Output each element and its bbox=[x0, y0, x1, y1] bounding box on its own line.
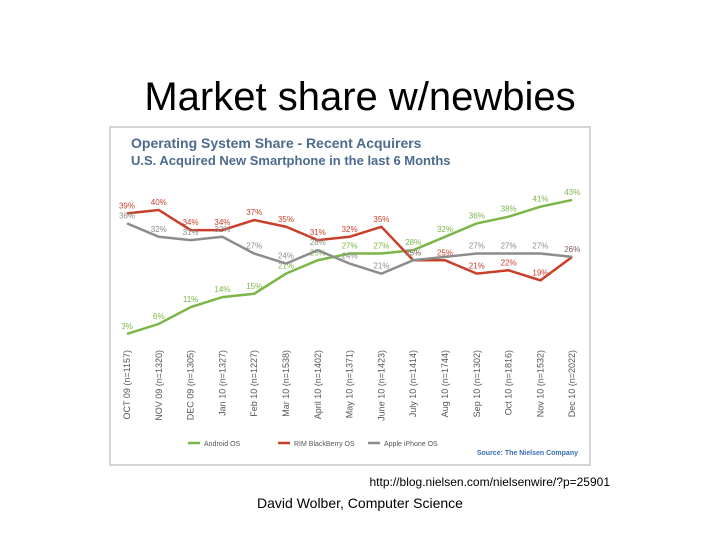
data-label: 39% bbox=[119, 201, 135, 210]
source-url: http://blog.nielsen.com/nielsenwire/?p=2… bbox=[370, 475, 611, 489]
data-label: 21% bbox=[373, 262, 389, 271]
x-tick-label: Nov 10 (n=1532) bbox=[535, 350, 545, 417]
x-tick-label: NOV 09 (n=1320) bbox=[154, 350, 164, 421]
data-label: 19% bbox=[532, 268, 548, 277]
data-label: 31% bbox=[183, 228, 199, 237]
x-tick-label: Jan 10 (n=1327) bbox=[217, 350, 227, 416]
x-tick-label: Oct 10 (n=1816) bbox=[504, 350, 514, 415]
data-label: 25% bbox=[437, 248, 453, 257]
chart-subtitle: U.S. Acquired New Smartphone in the last… bbox=[131, 153, 451, 168]
data-label: 14% bbox=[214, 285, 230, 294]
data-label: 11% bbox=[183, 295, 198, 304]
x-tick-label: June 10 (n=1423) bbox=[376, 350, 386, 421]
data-label: 36% bbox=[119, 211, 135, 220]
legend-label: Android OS bbox=[204, 441, 241, 448]
series-line bbox=[126, 198, 573, 336]
data-label: 27% bbox=[246, 242, 262, 251]
chart-source: Source: The Nielsen Company bbox=[477, 450, 578, 457]
data-label: 32% bbox=[437, 225, 453, 234]
data-label: 41% bbox=[532, 195, 548, 204]
data-label: 21% bbox=[278, 262, 294, 271]
data-label: 24% bbox=[278, 252, 294, 261]
data-label: 43% bbox=[564, 188, 580, 197]
data-label: 24% bbox=[342, 252, 358, 261]
legend-label: RIM BlackBerry OS bbox=[294, 441, 355, 448]
data-label: 34% bbox=[214, 218, 230, 227]
chart-frame bbox=[109, 126, 591, 466]
data-label: 25% bbox=[405, 248, 421, 257]
data-label: 34% bbox=[183, 218, 199, 227]
data-label: 38% bbox=[501, 205, 517, 214]
data-label: 25% bbox=[405, 248, 421, 257]
data-label: 27% bbox=[342, 242, 358, 251]
data-label: 22% bbox=[501, 258, 517, 267]
x-tick-label: May 10 (n=1371) bbox=[345, 350, 355, 418]
data-label: 32% bbox=[342, 225, 358, 234]
data-label: 27% bbox=[469, 242, 485, 251]
data-label: 26% bbox=[564, 245, 580, 254]
x-tick-label: OCT 09 (n=1157) bbox=[122, 350, 132, 419]
data-label: 27% bbox=[501, 242, 517, 251]
data-label: 36% bbox=[469, 211, 485, 220]
data-label: 27% bbox=[532, 242, 548, 251]
data-label: 35% bbox=[278, 215, 294, 224]
legend-label: Apple iPhone OS bbox=[384, 441, 438, 448]
x-tick-label: Mar 10 (n=1538) bbox=[281, 350, 291, 417]
x-tick-label: DEC 09 (n=1305) bbox=[186, 350, 196, 420]
chart-title: Operating System Share - Recent Acquirer… bbox=[131, 135, 422, 151]
slide-title: Market share w/newbies bbox=[144, 75, 575, 119]
footer: David Wolber, Computer Science bbox=[257, 495, 463, 511]
data-label: 32% bbox=[151, 225, 167, 234]
data-label: 40% bbox=[151, 198, 167, 207]
x-tick-label: Sep 10 (n=1302) bbox=[472, 350, 482, 417]
data-label: 28% bbox=[310, 238, 326, 247]
data-label: 27% bbox=[373, 242, 389, 251]
data-label: 31% bbox=[310, 228, 326, 237]
x-tick-label: Feb 10 (n=1227) bbox=[249, 350, 259, 417]
series-line bbox=[126, 222, 573, 275]
series-line bbox=[126, 208, 573, 282]
x-tick-label: July 10 (n=1414) bbox=[408, 350, 418, 417]
data-label: 15% bbox=[246, 282, 262, 291]
data-label: 21% bbox=[469, 262, 485, 271]
x-tick-label: Aug 10 (n=1744) bbox=[440, 350, 450, 417]
x-tick-label: Dec 10 (n=2022) bbox=[567, 350, 577, 417]
data-label: 28% bbox=[405, 238, 421, 247]
data-label: 35% bbox=[373, 215, 389, 224]
data-label: 3% bbox=[121, 322, 133, 331]
x-tick-label: April 10 (n=1402) bbox=[313, 350, 323, 419]
data-label: 37% bbox=[246, 208, 262, 217]
data-label: 6% bbox=[153, 312, 165, 321]
data-label: 26% bbox=[564, 245, 580, 254]
data-label: 32% bbox=[214, 225, 230, 234]
data-label: 25% bbox=[310, 248, 326, 257]
